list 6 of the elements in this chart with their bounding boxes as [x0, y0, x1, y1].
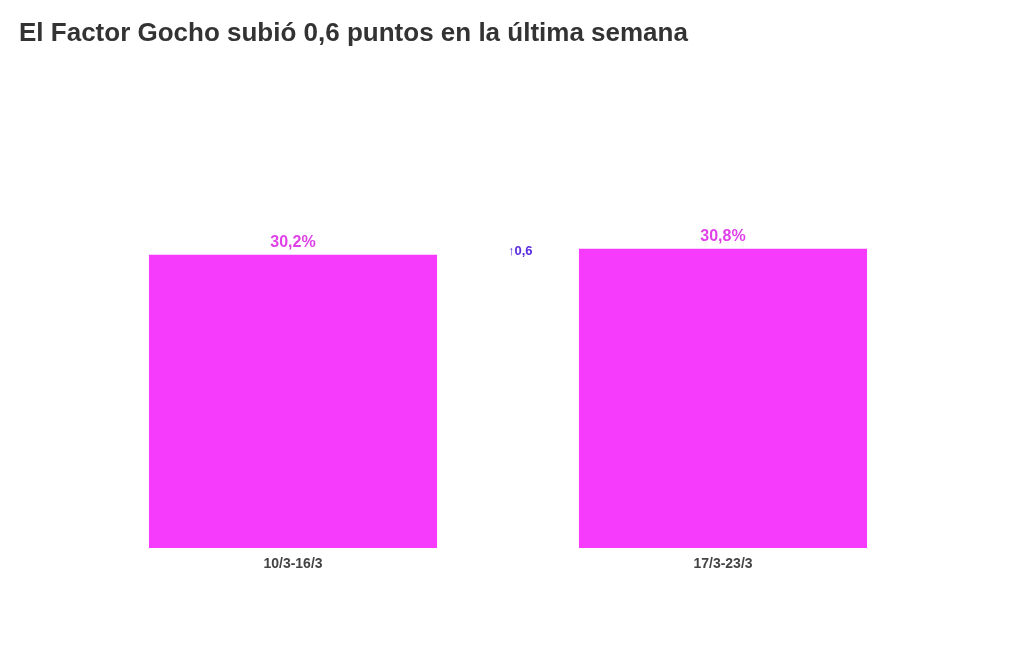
data-label: 30,8%	[700, 227, 746, 245]
data-label: 30,2%	[270, 233, 316, 251]
annotation: ↑0,6	[508, 243, 533, 258]
x-tick-label: 10/3-16/3	[263, 555, 323, 571]
x-tick-label: 17/3-23/3	[693, 555, 753, 571]
chart-title: El Factor Gocho subió 0,6 puntos en la última semana	[19, 17, 689, 47]
